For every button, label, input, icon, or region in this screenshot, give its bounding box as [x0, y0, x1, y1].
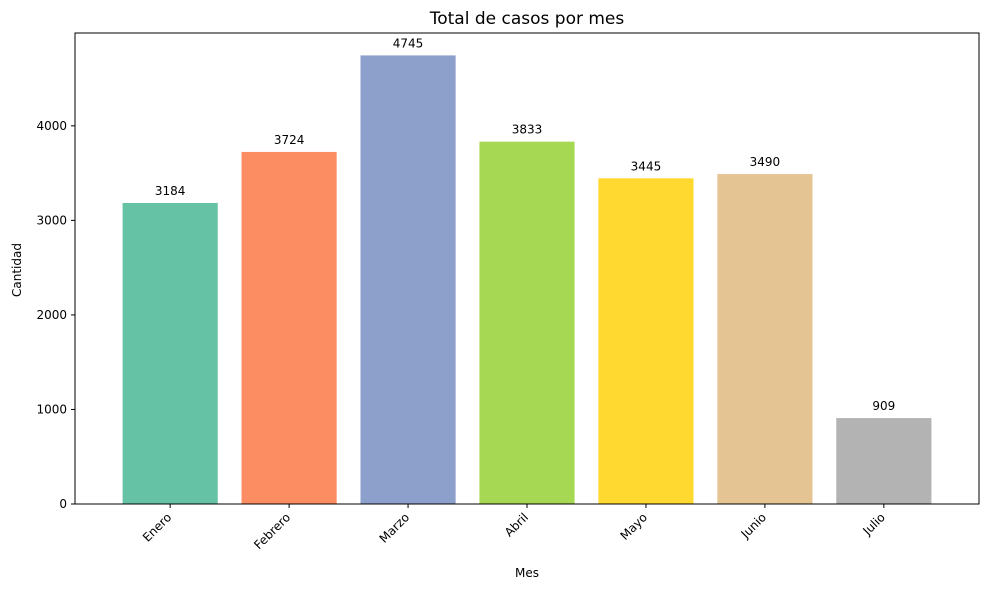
- bar-marzo: [360, 55, 456, 504]
- bar-abril: [479, 141, 575, 504]
- x-axis-label: Mes: [515, 566, 539, 580]
- chart-title: Total de casos por mes: [429, 9, 625, 29]
- bar-julio: [836, 418, 932, 504]
- data-label: 3833: [512, 123, 543, 137]
- bar-febrero: [241, 151, 337, 504]
- x-tick-label: Junio: [738, 510, 769, 541]
- y-tick-label: 3000: [36, 213, 67, 227]
- plot-area: 3184 3724 4745 3833 3445 3490 909 0 1000 2000 3000…: [36, 32, 980, 552]
- y-tick-label: 2000: [36, 308, 67, 322]
- y-tick-label: 1000: [36, 402, 67, 416]
- data-label: 909: [872, 399, 895, 413]
- x-tick-label: Mayo: [617, 510, 650, 543]
- x-tick-label: Julio: [860, 510, 888, 538]
- bar-junio: [717, 174, 813, 504]
- y-axis-label: Cantidad: [10, 243, 24, 297]
- y-tick-label: 0: [59, 497, 67, 511]
- data-label: 3724: [274, 133, 305, 147]
- x-tick-label: Enero: [140, 510, 174, 544]
- x-tick-label: Marzo: [377, 510, 413, 546]
- x-tick-label: Abril: [502, 510, 531, 539]
- y-tick-label: 4000: [36, 119, 67, 133]
- bar-enero: [122, 202, 218, 505]
- data-label: 4745: [393, 36, 424, 50]
- data-label: 3445: [631, 159, 662, 173]
- bar-mayo: [598, 178, 694, 504]
- data-label: 3490: [750, 155, 781, 169]
- data-label: 3184: [155, 184, 186, 198]
- x-tick-label: Febrero: [251, 510, 293, 552]
